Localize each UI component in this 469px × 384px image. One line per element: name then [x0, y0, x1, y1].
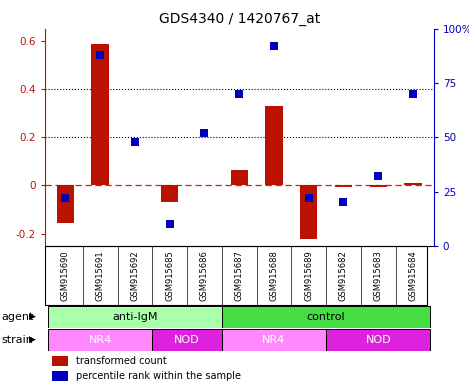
Text: GSM915683: GSM915683: [374, 250, 383, 301]
Text: NOD: NOD: [174, 335, 200, 345]
Text: GSM915690: GSM915690: [61, 250, 70, 301]
Text: GSM915689: GSM915689: [304, 250, 313, 301]
Bar: [48, 329, 152, 351]
Point: [97, 52, 104, 58]
Text: agent: agent: [1, 312, 33, 322]
Bar: [53, 371, 68, 381]
Bar: [152, 329, 222, 351]
Text: GSM915691: GSM915691: [96, 250, 105, 301]
Point: [61, 195, 69, 201]
Text: GSM915692: GSM915692: [130, 250, 139, 301]
Bar: [265, 106, 283, 185]
Point: [270, 43, 278, 49]
Text: ▶: ▶: [29, 335, 36, 344]
Text: strain: strain: [1, 335, 33, 345]
Bar: [222, 306, 431, 328]
Point: [374, 173, 382, 179]
Bar: [161, 185, 178, 202]
Bar: [230, 170, 248, 185]
Bar: [222, 329, 326, 351]
Bar: [335, 185, 352, 187]
Text: ▶: ▶: [29, 312, 36, 321]
Text: NR4: NR4: [262, 335, 286, 345]
Bar: [57, 185, 74, 223]
Text: GSM915687: GSM915687: [234, 250, 244, 301]
Bar: [300, 185, 318, 238]
Point: [131, 139, 139, 145]
Bar: [48, 306, 222, 328]
Point: [409, 91, 417, 97]
Bar: [91, 45, 109, 185]
Point: [166, 221, 174, 227]
Bar: [370, 185, 387, 187]
Bar: [326, 329, 431, 351]
Point: [201, 130, 208, 136]
Text: GSM915684: GSM915684: [408, 250, 417, 301]
Bar: [53, 356, 68, 366]
Text: NOD: NOD: [365, 335, 391, 345]
Text: GSM915686: GSM915686: [200, 250, 209, 301]
Point: [340, 199, 347, 205]
Text: GSM915682: GSM915682: [339, 250, 348, 301]
Text: transformed count: transformed count: [76, 356, 166, 366]
Text: GSM915688: GSM915688: [270, 250, 279, 301]
Title: GDS4340 / 1420767_at: GDS4340 / 1420767_at: [159, 12, 320, 26]
Point: [305, 195, 312, 201]
Point: [235, 91, 243, 97]
Text: control: control: [307, 312, 345, 322]
Text: NR4: NR4: [89, 335, 112, 345]
Text: percentile rank within the sample: percentile rank within the sample: [76, 371, 241, 381]
Text: GSM915685: GSM915685: [165, 250, 174, 301]
Text: anti-IgM: anti-IgM: [112, 312, 158, 322]
Bar: [404, 183, 422, 185]
